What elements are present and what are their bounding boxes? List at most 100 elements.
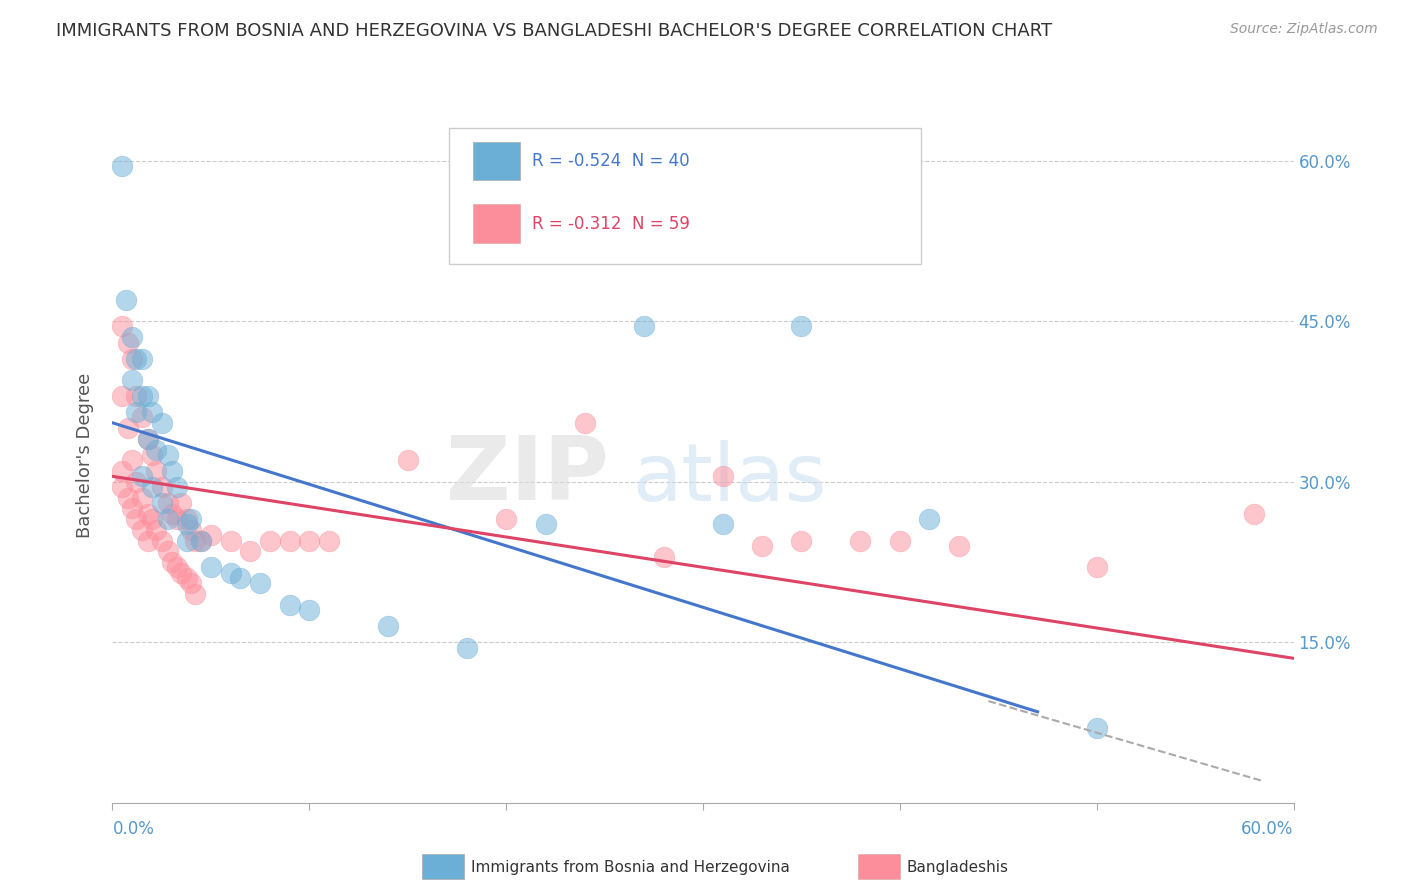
Point (229, 571, 252, 585)
Point (1243, 507, 1265, 521)
Point (751, 539, 773, 553)
Point (145, 464, 167, 478)
Point (170, 566, 193, 580)
Point (790, 319, 813, 334)
Point (200, 528, 222, 542)
Point (111, 319, 134, 334)
Point (150, 496, 173, 510)
Point (136, 533, 159, 548)
Text: 60.0%: 60.0% (1241, 820, 1294, 838)
Point (239, 544, 262, 558)
Point (160, 507, 183, 521)
Point (121, 351, 143, 366)
Point (166, 480, 188, 494)
Point (180, 576, 202, 591)
Point (145, 442, 167, 457)
Point (131, 410, 153, 425)
Point (889, 533, 911, 548)
Y-axis label: Bachelor's Degree: Bachelor's Degree (76, 372, 94, 538)
Point (111, 159, 134, 173)
Point (160, 464, 183, 478)
Point (259, 533, 281, 548)
Point (117, 421, 139, 435)
Point (1085, 721, 1108, 735)
Point (184, 587, 207, 601)
Point (170, 496, 193, 510)
Point (125, 389, 148, 403)
Point (180, 512, 202, 526)
Point (190, 533, 212, 548)
Point (711, 469, 734, 483)
Text: R = -0.312  N = 59: R = -0.312 N = 59 (531, 215, 689, 233)
Point (633, 319, 655, 334)
Point (111, 389, 134, 403)
Point (145, 523, 167, 537)
FancyBboxPatch shape (449, 128, 921, 264)
Point (150, 416, 173, 430)
Point (141, 512, 163, 526)
Point (131, 523, 153, 537)
Point (121, 453, 143, 467)
Text: Bangladeshis: Bangladeshis (907, 860, 1010, 874)
Point (534, 517, 557, 532)
Point (948, 539, 970, 553)
Point (150, 533, 173, 548)
Point (141, 405, 163, 419)
Text: Source: ZipAtlas.com: Source: ZipAtlas.com (1230, 22, 1378, 37)
Point (156, 512, 179, 526)
Point (131, 389, 153, 403)
Point (278, 533, 301, 548)
Point (249, 576, 271, 591)
Point (125, 512, 148, 526)
Point (121, 330, 143, 344)
Point (141, 480, 163, 494)
Point (160, 555, 183, 569)
Text: ZIP: ZIP (446, 433, 609, 519)
Point (141, 448, 163, 462)
Point (396, 453, 419, 467)
Point (495, 512, 517, 526)
Point (115, 293, 138, 307)
Point (298, 533, 321, 548)
Bar (472, 142, 520, 180)
Point (377, 619, 399, 633)
Point (125, 405, 148, 419)
Text: Immigrants from Bosnia and Herzegovina: Immigrants from Bosnia and Herzegovina (471, 860, 790, 874)
Point (918, 512, 941, 526)
Point (298, 603, 321, 617)
Point (117, 335, 139, 350)
Bar (472, 204, 520, 243)
Point (156, 544, 179, 558)
Text: R = -0.524  N = 40: R = -0.524 N = 40 (531, 153, 689, 170)
Point (117, 491, 139, 505)
Point (136, 389, 159, 403)
Point (456, 640, 478, 655)
Point (121, 373, 143, 387)
Point (1085, 560, 1108, 574)
Point (156, 448, 179, 462)
Point (652, 549, 675, 564)
Text: atlas: atlas (633, 441, 827, 518)
Point (131, 351, 153, 366)
Point (150, 480, 173, 494)
Point (156, 496, 179, 510)
Point (176, 517, 198, 532)
Point (121, 501, 143, 516)
Point (125, 475, 148, 489)
Point (190, 533, 212, 548)
Point (849, 533, 872, 548)
Point (111, 480, 134, 494)
Point (278, 598, 301, 612)
Point (176, 512, 198, 526)
Text: 0.0%: 0.0% (112, 820, 155, 838)
Point (219, 566, 242, 580)
Point (318, 533, 340, 548)
Point (176, 533, 198, 548)
Point (111, 464, 134, 478)
Point (136, 432, 159, 446)
Point (219, 533, 242, 548)
Point (711, 517, 734, 532)
Point (790, 533, 813, 548)
Point (166, 512, 188, 526)
Point (131, 469, 153, 483)
